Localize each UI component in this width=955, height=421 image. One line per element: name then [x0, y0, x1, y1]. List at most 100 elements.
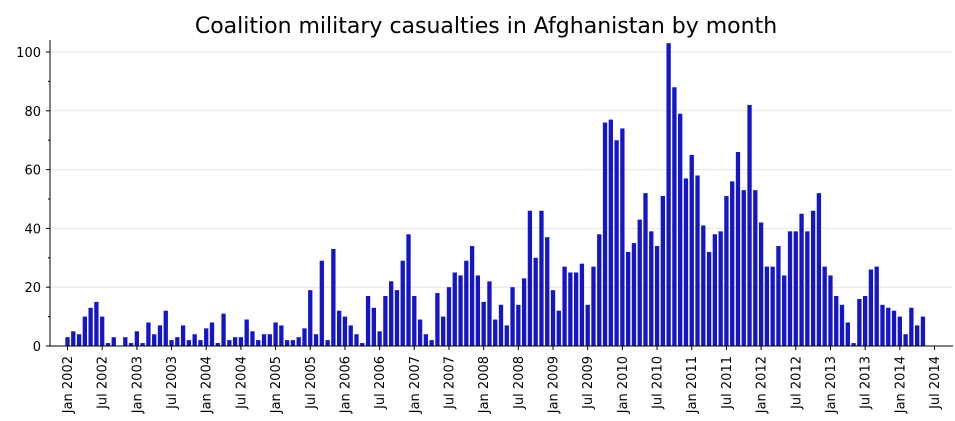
y-tick-label: 0: [33, 340, 41, 355]
x-tick-label: Jul 2009: [581, 356, 596, 410]
bar: [660, 196, 665, 346]
bar: [527, 210, 533, 346]
x-tick-label: Jul 2005: [304, 356, 319, 410]
y-tick-label: 40: [24, 222, 41, 237]
bar: [111, 337, 116, 346]
bar: [76, 334, 82, 346]
bar: [261, 334, 267, 346]
bar: [573, 272, 579, 346]
y-tick-labels: 0 20 40 60 80 100: [16, 46, 41, 355]
bar: [169, 340, 174, 346]
x-tick-label: Jul 2008: [512, 356, 527, 410]
bar: [256, 340, 261, 346]
bar: [712, 234, 718, 346]
y-tick-label: 80: [24, 105, 41, 120]
bar: [747, 104, 752, 346]
bar: [360, 343, 365, 346]
bar: [874, 266, 879, 346]
bar: [498, 304, 504, 346]
bar: [764, 266, 770, 346]
bar: [816, 193, 822, 346]
bar: [140, 343, 145, 346]
bar: [758, 222, 764, 346]
bar: [897, 316, 902, 346]
bar: [250, 331, 255, 346]
x-tick-label: Jan 2002: [61, 356, 76, 414]
x-tick-label: Jan 2004: [200, 356, 215, 414]
bar: [192, 334, 197, 346]
bar: [487, 281, 492, 346]
bar: [389, 281, 394, 346]
bar: [920, 316, 926, 346]
bar: [568, 272, 573, 346]
bar: [71, 331, 76, 346]
bars: [65, 43, 926, 347]
bar: [608, 119, 613, 347]
bar: [718, 231, 723, 346]
bar: [94, 301, 99, 346]
bar: [504, 325, 509, 346]
bar: [175, 337, 180, 346]
bar: [614, 140, 619, 346]
y-tick-label: 60: [24, 164, 41, 179]
x-tick-label: Jan 2009: [547, 356, 562, 414]
bar: [903, 334, 908, 346]
bar: [643, 193, 648, 346]
bar: [82, 316, 87, 346]
bar: [868, 269, 874, 346]
bar: [227, 340, 232, 346]
bar: [186, 340, 192, 346]
bar: [562, 266, 567, 346]
bar: [244, 319, 249, 346]
bar: [481, 301, 486, 346]
bar: [209, 322, 215, 346]
bar: [556, 310, 561, 346]
x-tick-label: Jan 2010: [616, 356, 631, 414]
bar: [631, 243, 637, 346]
bar: [348, 325, 353, 346]
bar: [400, 260, 405, 346]
bar: [683, 178, 689, 346]
bar: [521, 278, 527, 346]
bar: [493, 319, 498, 346]
bar: [313, 334, 319, 346]
bar: [828, 275, 833, 346]
bar: [909, 307, 914, 346]
bar: [232, 337, 238, 346]
bar: [123, 337, 128, 346]
bar: [654, 246, 660, 346]
bar: [157, 325, 163, 346]
bar: [377, 331, 382, 346]
bar: [406, 234, 411, 346]
bar: [319, 260, 324, 346]
x-tick-label: Jul 2011: [720, 356, 735, 410]
bar: [423, 334, 429, 346]
bar: [365, 296, 371, 346]
x-tick-labels: Jan 2002 Jul 2002 Jan 2003 Jul 2003 Jan 2004…: [61, 356, 943, 414]
bar: [845, 322, 850, 346]
bar: [371, 307, 376, 346]
bar: [308, 290, 313, 346]
bar: [626, 251, 631, 346]
bar: [689, 154, 694, 346]
bar: [290, 340, 296, 346]
x-tick-label: Jan 2012: [755, 356, 770, 414]
x-tick-label: Jan 2013: [824, 356, 839, 414]
bar: [810, 210, 816, 346]
bar: [215, 343, 220, 346]
bar: [128, 343, 134, 346]
bar: [302, 328, 307, 346]
bar: [706, 251, 712, 346]
x-tick-label: Jul 2007: [442, 356, 457, 410]
bar: [787, 231, 793, 346]
y-tick-label: 100: [16, 46, 41, 61]
x-tick-label: Jan 2005: [269, 356, 284, 414]
bar: [701, 225, 706, 346]
bar: [383, 296, 388, 346]
bar: [539, 210, 544, 346]
bar: [469, 246, 475, 346]
bar: [666, 43, 671, 347]
bar: [152, 334, 157, 346]
chart-title: Coalition military casualties in Afghani…: [195, 14, 777, 39]
